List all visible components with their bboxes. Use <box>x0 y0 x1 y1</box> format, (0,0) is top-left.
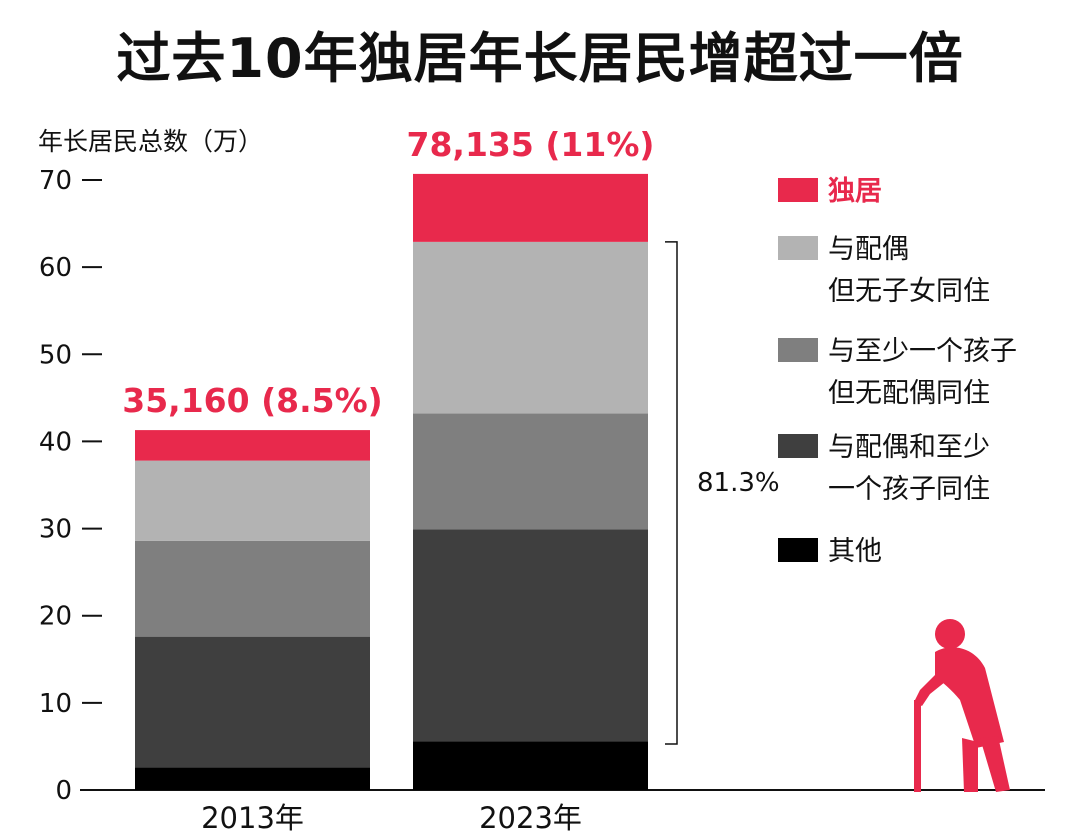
legend-swatch <box>778 434 818 458</box>
bar-segment <box>413 241 648 414</box>
y-tick-label: 0 <box>55 776 72 806</box>
legend-label: 与配偶 <box>828 234 909 265</box>
bar-total-label: 78,135 (11%) <box>407 125 655 164</box>
bars <box>135 173 648 790</box>
bracket-percent-label: 81.3% <box>697 468 780 498</box>
x-tick-label: 2013年 <box>201 801 304 835</box>
bar-segment <box>135 636 370 768</box>
y-tick-label: 40 <box>39 427 72 457</box>
bar-segment <box>413 413 648 530</box>
legend-label: 与配偶和至少 <box>828 432 990 463</box>
bar-segment <box>413 173 648 242</box>
legend-label: 与至少一个孩子 <box>828 336 1017 367</box>
y-tick-label: 50 <box>39 340 72 370</box>
bar-labels: 2013年 35,160 (8.5%) 2023年 78,135 (11%) 81.3% <box>122 125 779 835</box>
bar-segment <box>135 430 370 461</box>
bar-segment <box>413 529 648 742</box>
y-tick-label: 60 <box>39 253 72 283</box>
legend-swatch <box>778 178 818 202</box>
y-tick-label: 10 <box>39 689 72 719</box>
legend-label: 一个孩子同住 <box>828 474 990 505</box>
legend-swatch <box>778 338 818 362</box>
bar-segment <box>135 460 370 541</box>
legend-swatch <box>778 236 818 260</box>
y-tick-label: 70 <box>39 166 72 196</box>
y-tick-label: 20 <box>39 602 72 632</box>
legend-label: 但无子女同住 <box>828 276 990 307</box>
legend-label: 独居 <box>828 176 882 207</box>
y-axis-title: 年长居民总数（万） <box>38 127 263 156</box>
x-tick-label: 2023年 <box>479 801 582 835</box>
legend-label: 其他 <box>828 536 882 567</box>
chart-title: 过去10年独居年长居民增超过一倍 <box>116 27 964 90</box>
legend-label: 但无配偶同住 <box>828 378 990 409</box>
bracket <box>665 241 678 745</box>
y-tick-label: 30 <box>39 515 72 545</box>
bar-segment <box>413 741 648 790</box>
bar-segment <box>135 767 370 790</box>
bar-segment <box>135 540 370 637</box>
bar-total-label: 35,160 (8.5%) <box>122 381 383 420</box>
legend-swatch <box>778 538 818 562</box>
y-axis: 年长居民总数（万） 0 10 20 30 40 50 60 70 <box>38 127 1045 806</box>
elderly-person-with-cane-icon <box>914 619 1010 792</box>
